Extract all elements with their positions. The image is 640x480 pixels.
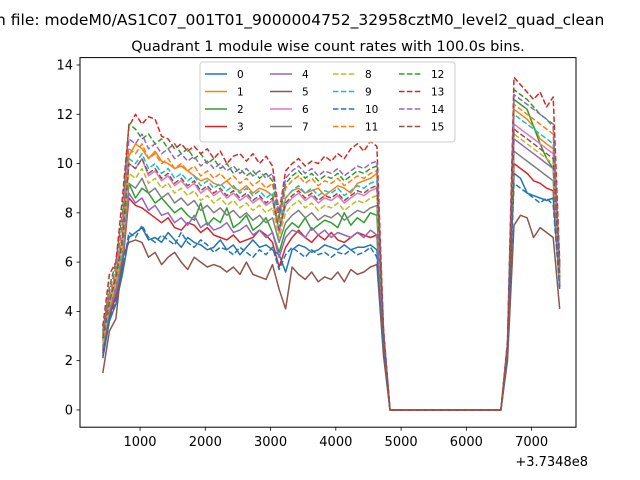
legend-label-8: 8: [365, 69, 372, 81]
y-tick-label: 6: [65, 256, 73, 271]
legend-label-13: 13: [431, 87, 444, 99]
x-tick-label: 2000: [189, 435, 222, 450]
legend-label-1: 1: [237, 87, 244, 99]
legend-label-3: 3: [237, 122, 244, 134]
y-tick-label: 4: [65, 305, 73, 320]
y-tick-label: 0: [65, 403, 73, 418]
y-axis: 0 2 4 6 8 10 12 14: [56, 58, 80, 418]
y-tick-label: 2: [65, 354, 73, 369]
y-tick-label: 10: [56, 157, 73, 172]
y-tick-label: 14: [56, 58, 73, 73]
figure-suptitle: n file: modeM0/AS1C07_001T01_9000004752_…: [0, 11, 604, 30]
legend-label-6: 6: [302, 104, 309, 116]
x-tick-label: 3000: [254, 435, 287, 450]
legend-label-2: 2: [237, 104, 244, 116]
legend-frame: [199, 61, 456, 143]
legend-label-14: 14: [431, 104, 445, 116]
legend-label-9: 9: [365, 87, 372, 99]
legend-label-5: 5: [302, 87, 309, 99]
chart-title: Quadrant 1 module wise count rates with …: [131, 39, 525, 55]
legend-label-4: 4: [302, 69, 309, 81]
series-line-10: [102, 182, 561, 411]
x-tick-label: 1000: [123, 435, 156, 450]
x-axis: 1000 2000 3000 4000 5000 6000 7000: [123, 427, 548, 450]
x-tick-label: 7000: [515, 435, 548, 450]
legend-label-11: 11: [365, 122, 378, 134]
series-line-8: [102, 133, 561, 411]
x-tick-label: 5000: [385, 435, 418, 450]
legend-label-15: 15: [431, 122, 444, 134]
x-offset-label: +3.7348e8: [515, 455, 588, 470]
legend-label-12: 12: [431, 69, 444, 81]
axes-frame: [79, 57, 577, 428]
series-line-15: [102, 128, 561, 411]
x-tick-label: 4000: [319, 435, 352, 450]
x-tick-label: 6000: [450, 435, 483, 450]
y-tick-label: 12: [56, 108, 73, 123]
legend-label-0: 0: [237, 69, 244, 81]
y-tick-label: 8: [65, 206, 73, 221]
series-layer: [102, 76, 561, 411]
legend-label-10: 10: [365, 104, 378, 116]
legend-label-7: 7: [302, 122, 309, 134]
